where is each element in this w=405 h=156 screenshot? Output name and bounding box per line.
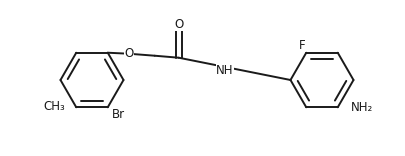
Text: O: O bbox=[174, 18, 183, 31]
Text: O: O bbox=[124, 47, 133, 60]
Text: NH₂: NH₂ bbox=[350, 101, 372, 114]
Text: CH₃: CH₃ bbox=[43, 100, 65, 113]
Text: F: F bbox=[298, 39, 305, 52]
Text: Br: Br bbox=[111, 108, 125, 121]
Text: NH: NH bbox=[216, 64, 233, 77]
